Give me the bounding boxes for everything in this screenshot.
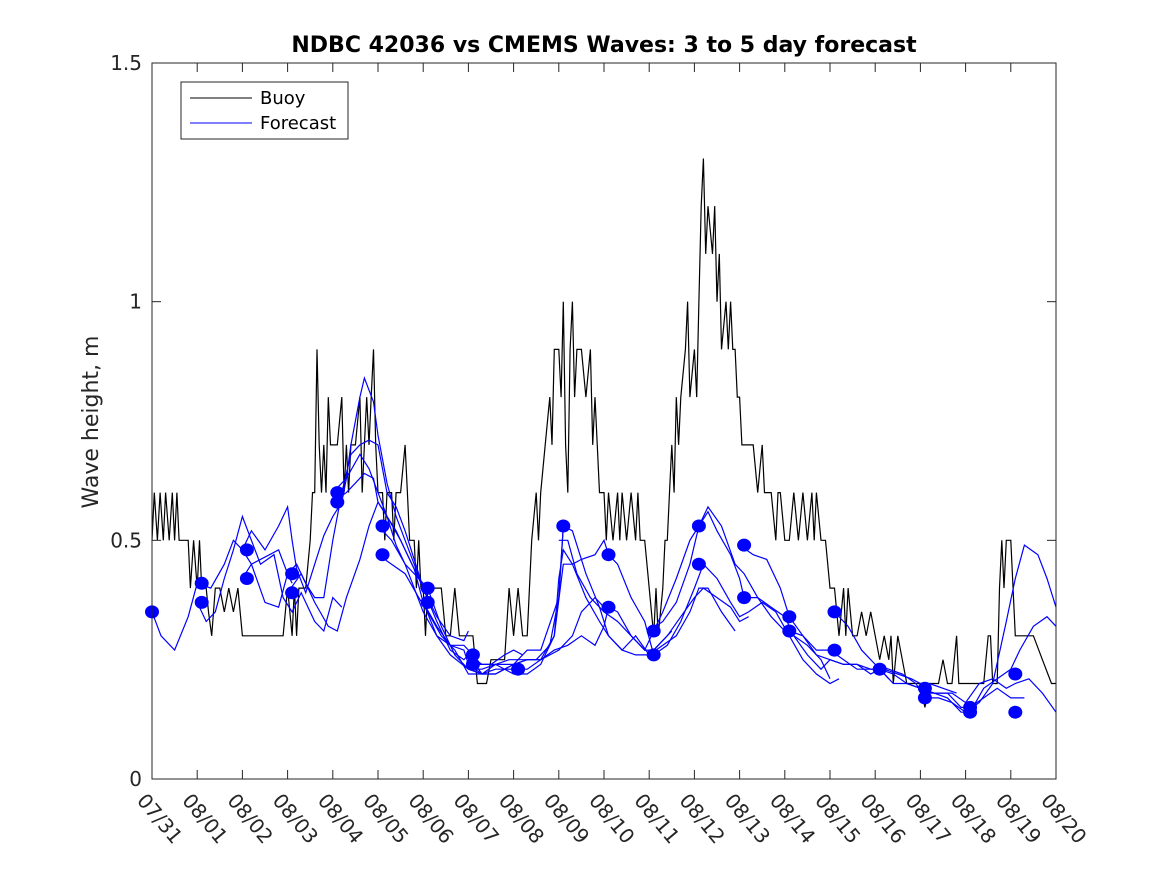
x-tick-label: 08/04 bbox=[313, 789, 368, 849]
x-tick-label: 08/12 bbox=[675, 789, 730, 849]
forecast-marker bbox=[1008, 705, 1023, 719]
forecast-marker bbox=[285, 586, 300, 600]
forecast-marker bbox=[917, 691, 932, 705]
forecast-marker bbox=[239, 543, 254, 557]
x-tick-label: 08/14 bbox=[765, 789, 820, 849]
buoy-series-line bbox=[151, 158, 1056, 708]
x-tick-label: 08/11 bbox=[629, 789, 684, 849]
x-tick-label: 08/06 bbox=[403, 789, 458, 849]
x-tick-label: 08/15 bbox=[810, 789, 865, 849]
forecast-marker bbox=[963, 705, 978, 719]
x-tick-label: 08/08 bbox=[494, 789, 549, 849]
forecast-marker bbox=[420, 595, 435, 609]
x-tick-label: 08/03 bbox=[268, 789, 323, 849]
forecast-marker bbox=[375, 519, 390, 533]
x-tick-label: 08/07 bbox=[449, 789, 504, 849]
legend: Buoy Forecast bbox=[180, 81, 349, 140]
plot-area: 00.511.507/3108/0108/0208/0308/0408/0508… bbox=[110, 51, 1091, 848]
forecast-marker bbox=[782, 624, 797, 638]
x-tick-label: 07/31 bbox=[132, 789, 187, 849]
x-tick-label: 08/09 bbox=[539, 789, 594, 849]
forecast-marker bbox=[420, 581, 435, 595]
forecast-marker bbox=[285, 567, 300, 581]
x-tick-label: 08/01 bbox=[177, 789, 232, 849]
forecast-run-line-19 bbox=[924, 678, 1057, 713]
x-tick-label: 08/18 bbox=[946, 789, 1001, 849]
forecast-run-line-13 bbox=[608, 554, 840, 685]
legend-forecast-label: Forecast bbox=[260, 113, 336, 134]
forecast-marker bbox=[194, 595, 209, 609]
forecast-marker bbox=[691, 519, 706, 533]
forecast-marker bbox=[465, 648, 480, 662]
forecast-marker bbox=[465, 657, 480, 671]
y-tick-label: 1 bbox=[129, 290, 142, 314]
forecast-marker bbox=[827, 643, 842, 657]
x-tick-label: 08/10 bbox=[584, 789, 639, 849]
forecast-marker bbox=[782, 610, 797, 624]
forecast-marker bbox=[646, 624, 661, 638]
x-tick-label: 08/05 bbox=[358, 789, 413, 849]
forecast-run-line-2 bbox=[196, 514, 343, 633]
x-tick-label: 08/16 bbox=[855, 789, 910, 849]
chart-title: NDBC 42036 vs CMEMS Waves: 3 to 5 day fo… bbox=[291, 33, 917, 58]
forecast-marker bbox=[737, 538, 752, 552]
forecast-marker bbox=[330, 486, 345, 500]
forecast-marker bbox=[556, 519, 571, 533]
x-tick-label: 08/19 bbox=[991, 789, 1046, 849]
x-tick-label: 08/02 bbox=[223, 789, 278, 849]
x-tick-label: 08/20 bbox=[1036, 789, 1091, 849]
y-tick-label: 1.5 bbox=[110, 51, 142, 75]
forecast-marker bbox=[601, 548, 616, 562]
forecast-marker bbox=[872, 662, 887, 676]
forecast-marker bbox=[330, 495, 345, 509]
forecast-marker bbox=[737, 591, 752, 605]
forecast-run-line-1 bbox=[151, 539, 293, 652]
y-tick-label: 0 bbox=[129, 767, 142, 791]
forecast-marker bbox=[511, 662, 526, 676]
plot-background bbox=[152, 63, 1056, 779]
x-tick-label: 08/17 bbox=[901, 789, 956, 849]
forecast-marker bbox=[691, 557, 706, 571]
y-tick-label: 0.5 bbox=[110, 528, 142, 552]
legend-box bbox=[180, 81, 349, 140]
forecast-marker bbox=[239, 572, 254, 585]
y-axis-label: Wave height, m bbox=[79, 336, 104, 509]
legend-buoy-label: Buoy bbox=[260, 88, 306, 109]
forecast-marker bbox=[646, 648, 661, 662]
x-tick-label: 08/13 bbox=[720, 789, 775, 849]
forecast-marker bbox=[601, 600, 616, 614]
forecast-marker bbox=[827, 605, 842, 619]
forecast-marker bbox=[194, 576, 209, 590]
forecast-marker bbox=[375, 548, 390, 562]
forecast-marker bbox=[1008, 667, 1023, 681]
forecast-marker bbox=[917, 681, 932, 695]
